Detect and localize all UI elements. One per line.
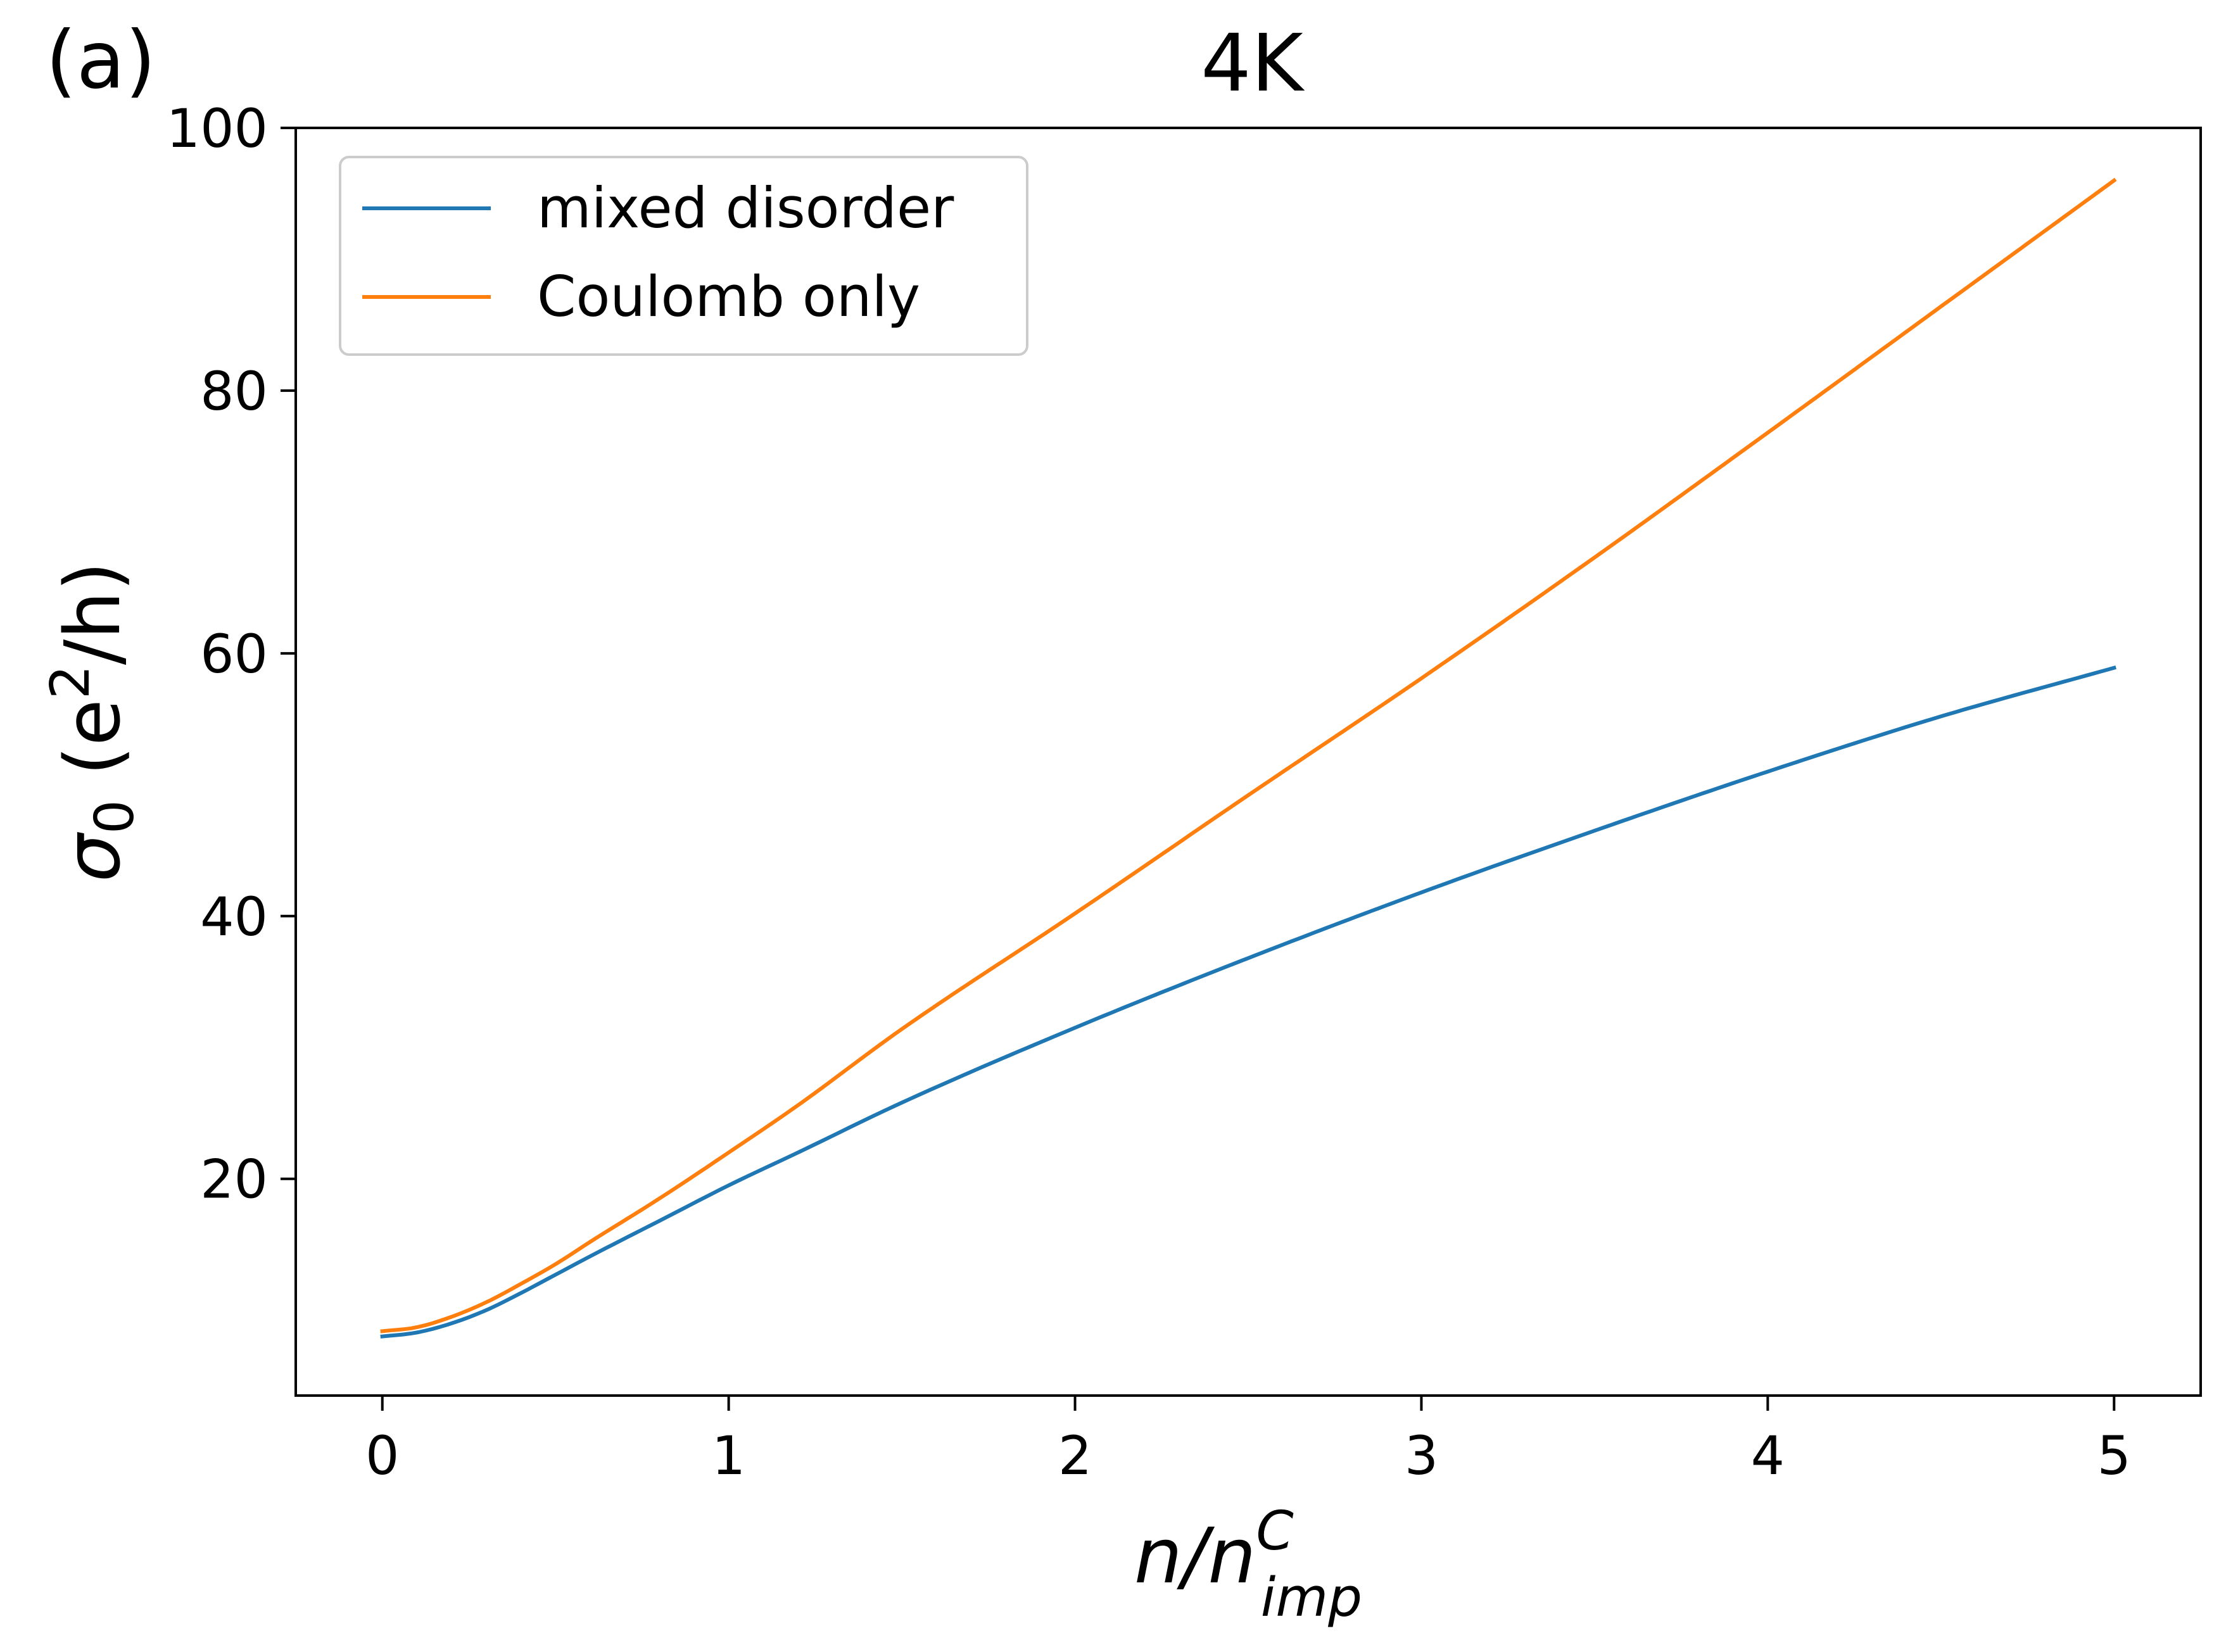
series-line-1 (380, 665, 2116, 1339)
legend-label-1: mixed disorder (537, 175, 954, 241)
x-tick-label: 0 (365, 1425, 399, 1487)
y-tick-label: 40 (200, 886, 268, 948)
series-line-2 (380, 177, 2117, 1334)
y-axis-label-unit-open: (e (49, 699, 137, 800)
plot-area: 0 1 2 3 4 5 20 40 60 80 100 (167, 98, 2202, 1487)
x-tick-label: 4 (1751, 1425, 1785, 1487)
x-axis: 0 1 2 3 4 5 (365, 1396, 2131, 1487)
legend: mixed disorder Coulomb only (339, 156, 1028, 356)
x-tick-label: 2 (1058, 1425, 1092, 1487)
series-layer (380, 177, 2117, 1339)
y-tick-label: 80 (200, 360, 268, 422)
x-axis-label-base: n/n (1134, 1513, 1256, 1601)
x-axis-label-superscript: C (1256, 1500, 1294, 1563)
legend-frame (339, 156, 1028, 356)
y-tick-label: 100 (167, 98, 268, 160)
panel-label: (a) (46, 15, 156, 106)
x-tick-label: 1 (712, 1425, 745, 1487)
x-axis-label: n/nC imp (1134, 1500, 1362, 1629)
x-axis-label-subscript: imp (1261, 1567, 1362, 1629)
y-tick-label: 60 (200, 623, 268, 685)
y-axis-label-subscript: 0 (84, 800, 146, 834)
y-axis-label-unit-superscript: 2 (39, 665, 102, 699)
y-axis: 20 40 60 80 100 (167, 98, 296, 1211)
plot-frame (294, 127, 2202, 1397)
y-tick-label: 20 (200, 1149, 268, 1211)
x-tick-label: 5 (2097, 1425, 2131, 1487)
y-axis-label: σ0 (e2/h) (39, 562, 146, 882)
chart-title: 4K (1201, 18, 1305, 110)
y-axis-label-unit-close: /h) (49, 562, 137, 665)
x-tick-label: 3 (1405, 1425, 1438, 1487)
y-axis-label-symbol: σ (49, 831, 137, 882)
legend-label-2: Coulomb only (537, 264, 920, 329)
